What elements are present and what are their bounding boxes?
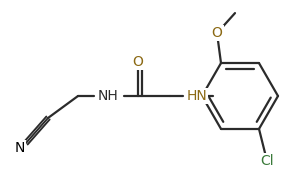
Text: NH: NH bbox=[98, 89, 118, 103]
Text: O: O bbox=[212, 26, 222, 40]
Text: Cl: Cl bbox=[260, 154, 274, 168]
Text: HN: HN bbox=[187, 89, 207, 103]
Text: N: N bbox=[15, 141, 25, 155]
Text: O: O bbox=[133, 55, 143, 69]
